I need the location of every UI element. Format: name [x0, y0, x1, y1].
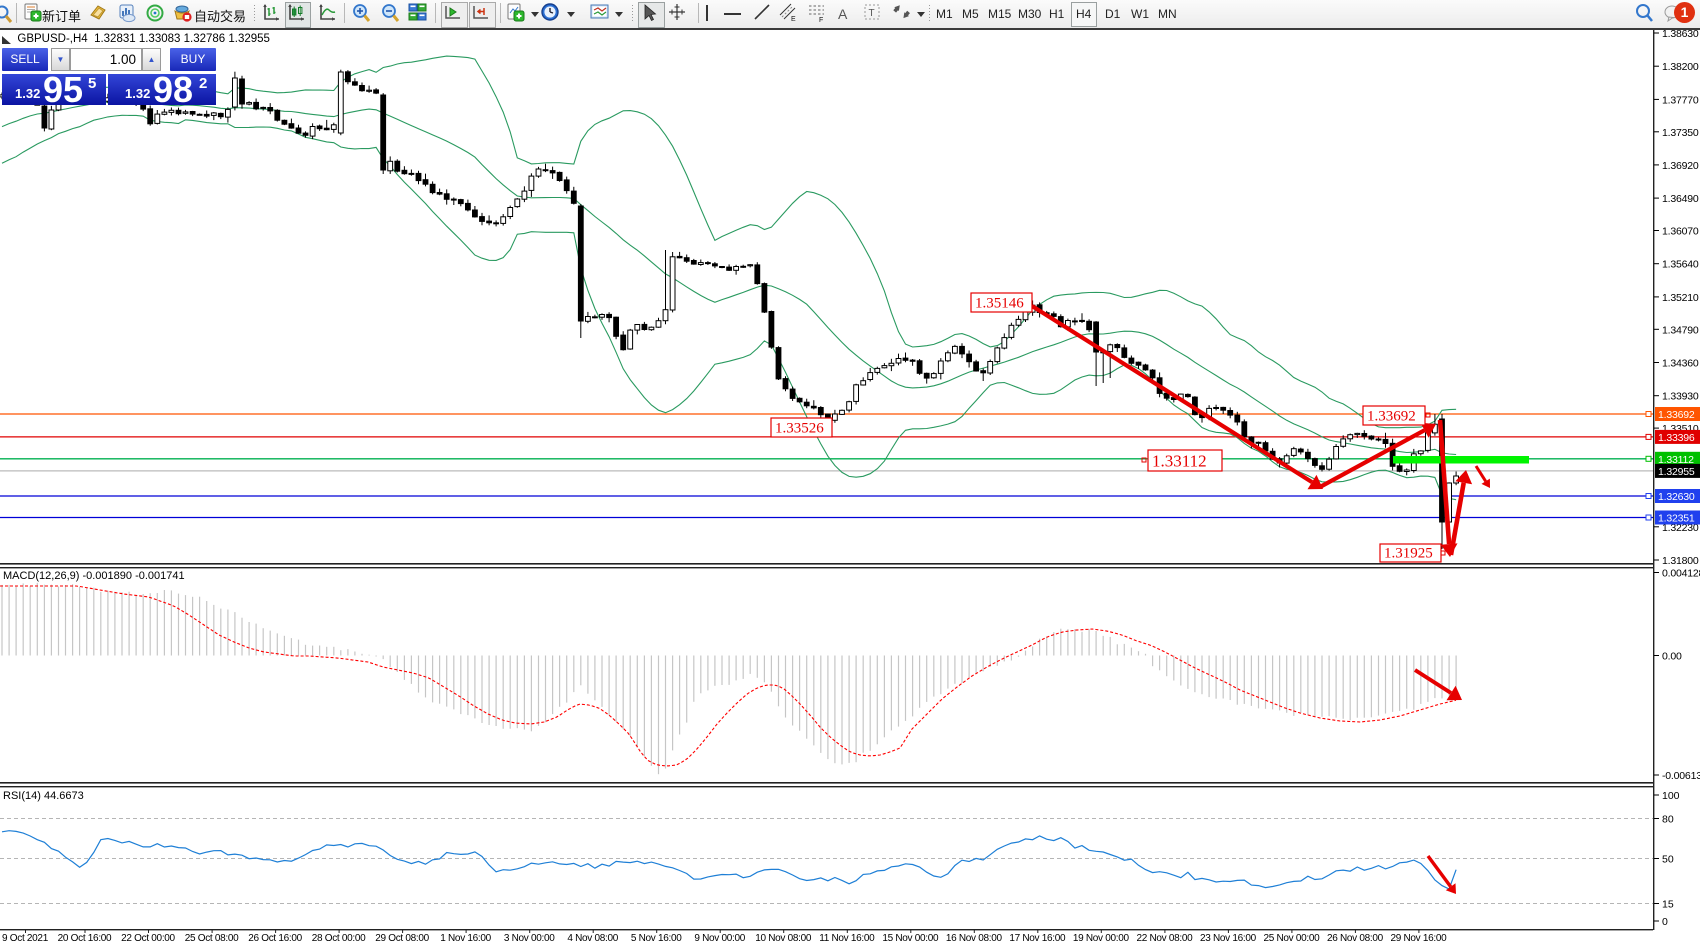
svg-text:-0.006132: -0.006132	[1662, 770, 1700, 782]
svg-text:3 Nov 00:00: 3 Nov 00:00	[504, 933, 555, 944]
svg-text:MACD(12,26,9) -0.001890 -0.001: MACD(12,26,9) -0.001890 -0.001741	[3, 570, 185, 582]
svg-text:F: F	[819, 17, 823, 24]
svg-text:E: E	[791, 16, 796, 23]
svg-text:1.36920: 1.36920	[1662, 160, 1699, 172]
svg-text:1.32351: 1.32351	[1658, 513, 1695, 525]
svg-text:1.34790: 1.34790	[1662, 324, 1699, 336]
svg-text:5 Nov 16:00: 5 Nov 16:00	[631, 933, 682, 944]
svg-text:29 Nov 16:00: 29 Nov 16:00	[1390, 933, 1447, 944]
svg-text:1.31925: 1.31925	[1384, 546, 1433, 562]
svg-text:28 Oct 00:00: 28 Oct 00:00	[312, 933, 366, 944]
svg-text:1.32230: 1.32230	[1662, 522, 1699, 534]
svg-text:1.37770: 1.37770	[1662, 94, 1699, 106]
svg-text:19 Nov 00:00: 19 Nov 00:00	[1073, 933, 1130, 944]
svg-text:16 Nov 08:00: 16 Nov 08:00	[946, 933, 1003, 944]
svg-text:RSI(14) 44.6673: RSI(14) 44.6673	[3, 790, 84, 802]
svg-text:11 Nov 16:00: 11 Nov 16:00	[819, 933, 875, 944]
svg-text:1.33112: 1.33112	[1152, 452, 1207, 471]
svg-text:4 Nov 08:00: 4 Nov 08:00	[567, 933, 618, 944]
svg-text:22 Nov 08:00: 22 Nov 08:00	[1136, 933, 1193, 944]
svg-text:26 Oct 16:00: 26 Oct 16:00	[248, 933, 302, 944]
svg-text:10 Nov 08:00: 10 Nov 08:00	[755, 933, 812, 944]
svg-text:1.33112: 1.33112	[1658, 454, 1694, 466]
svg-text:9 Nov 00:00: 9 Nov 00:00	[694, 933, 745, 944]
svg-text:17 Nov 16:00: 17 Nov 16:00	[1009, 933, 1066, 944]
svg-text:25 Oct 08:00: 25 Oct 08:00	[185, 933, 239, 944]
svg-text:1.36070: 1.36070	[1662, 226, 1699, 238]
svg-text:1.38200: 1.38200	[1662, 61, 1699, 73]
svg-text:20 Oct 16:00: 20 Oct 16:00	[58, 933, 112, 944]
svg-text:1.36490: 1.36490	[1662, 193, 1699, 205]
svg-text:23 Nov 16:00: 23 Nov 16:00	[1200, 933, 1257, 944]
svg-text:T: T	[869, 8, 875, 19]
svg-text:1.35640: 1.35640	[1662, 259, 1699, 271]
svg-text:0.004128: 0.004128	[1662, 568, 1700, 580]
svg-text:100: 100	[1662, 790, 1680, 802]
svg-text:29 Oct 08:00: 29 Oct 08:00	[375, 933, 429, 944]
svg-text:1.31800: 1.31800	[1662, 555, 1699, 567]
svg-text:0.00: 0.00	[1662, 651, 1682, 663]
svg-text:25 Nov 00:00: 25 Nov 00:00	[1263, 933, 1320, 944]
svg-text:1.35210: 1.35210	[1662, 292, 1699, 304]
svg-text:50: 50	[1662, 854, 1674, 866]
svg-text:1 Nov 16:00: 1 Nov 16:00	[440, 933, 491, 944]
svg-text:1.33692: 1.33692	[1367, 409, 1416, 425]
svg-text:15 Nov 00:00: 15 Nov 00:00	[882, 933, 939, 944]
svg-text:1.38630: 1.38630	[1662, 28, 1699, 40]
svg-text:1.35146: 1.35146	[975, 296, 1024, 312]
svg-text:1.33526: 1.33526	[775, 421, 824, 437]
svg-text:9 Oct 2021: 9 Oct 2021	[2, 933, 49, 944]
svg-text:15: 15	[1662, 899, 1674, 911]
svg-text:1.34360: 1.34360	[1662, 358, 1699, 370]
svg-text:1.33930: 1.33930	[1662, 391, 1699, 403]
svg-text:0: 0	[1662, 916, 1668, 928]
svg-text:1.33692: 1.33692	[1658, 409, 1695, 421]
svg-text:26 Nov 08:00: 26 Nov 08:00	[1327, 933, 1384, 944]
svg-text:1.37350: 1.37350	[1662, 127, 1699, 139]
svg-text:1.32955: 1.32955	[1658, 466, 1695, 478]
svg-text:80: 80	[1662, 814, 1674, 826]
svg-text:1.32630: 1.32630	[1658, 491, 1695, 503]
svg-text:1.33396: 1.33396	[1658, 432, 1695, 444]
svg-text:22 Oct 00:00: 22 Oct 00:00	[121, 933, 175, 944]
